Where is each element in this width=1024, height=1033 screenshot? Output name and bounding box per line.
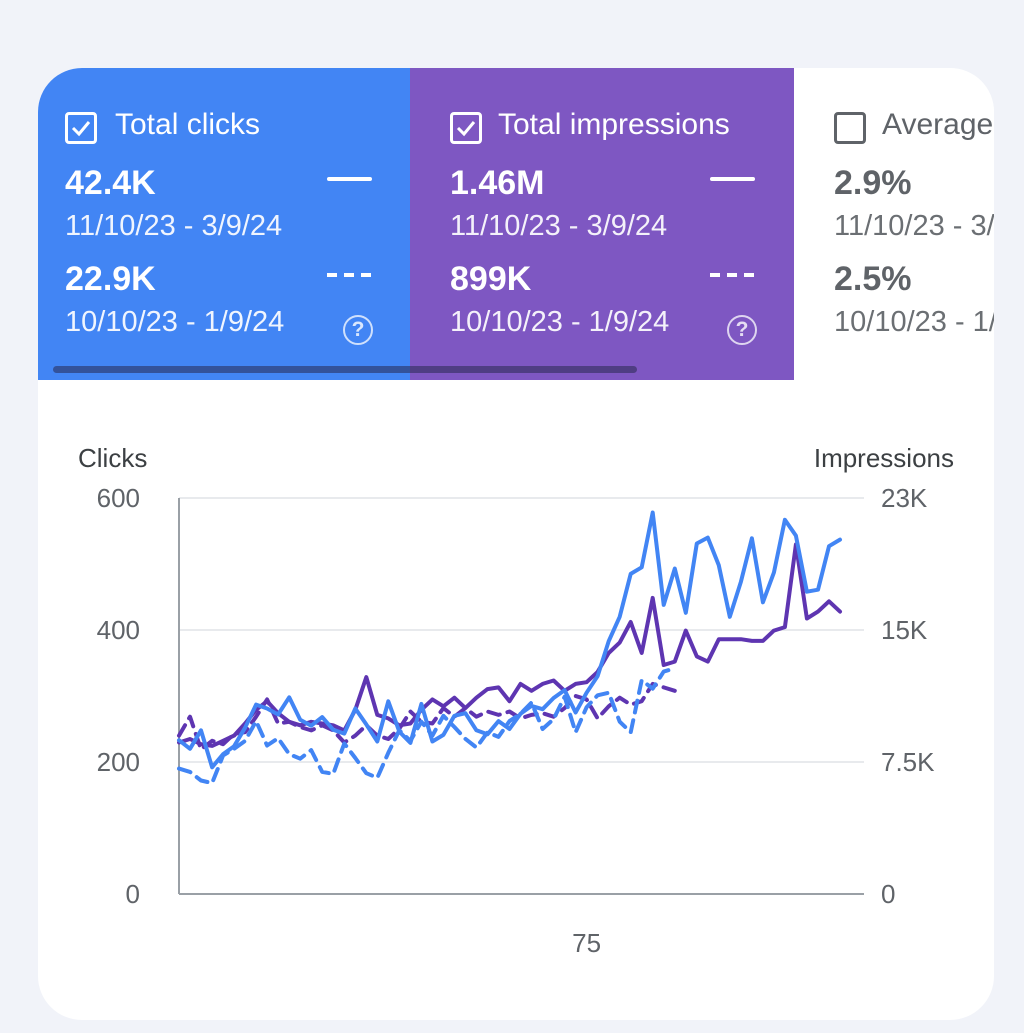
tile-total-clicks[interactable]: Total clicks 42.4K 11/10/23 - 3/9/24 22.… (38, 68, 410, 380)
current-value: 2.9% (834, 164, 912, 202)
current-date-range: 11/10/23 - 3/9/24 (450, 210, 668, 242)
y-left-tick-label: 0 (126, 879, 140, 909)
solid-line-legend-icon (710, 177, 755, 181)
tile-total-impressions[interactable]: Total impressions 1.46M 11/10/23 - 3/9/2… (410, 68, 794, 380)
y-left-axis-title: Clicks (78, 443, 147, 473)
y-right-axis-title: Impressions (814, 443, 954, 473)
tile-label: Total clicks (115, 108, 261, 141)
performance-line-chart: Clicks Impressions 600 400 200 0 23K 15K 7.5K… (78, 443, 954, 958)
y-right-tick-label: 0 (881, 879, 895, 909)
dashed-line-legend-icon (327, 273, 372, 277)
previous-date-range: 10/10/23 - 1/9/24 (65, 306, 285, 338)
tile-average[interactable]: Average 2.9% 11/10/23 - 3/9/24 2.5% 10/1… (794, 68, 994, 380)
y-right-tick-label: 15K (881, 615, 928, 645)
solid-line-legend-icon (327, 177, 372, 181)
checkbox-unchecked-icon[interactable] (834, 112, 866, 144)
y-left-tick-label: 400 (97, 615, 140, 645)
help-circle-icon[interactable]: ? (727, 315, 757, 345)
tile-label: Average (882, 108, 994, 141)
tile-label: Total impressions (498, 108, 730, 141)
previous-value: 2.5% (834, 260, 912, 298)
current-value: 1.46M (450, 164, 545, 202)
help-circle-icon[interactable]: ? (343, 315, 373, 345)
series-line-total-clicks-previous-period (177, 666, 677, 786)
previous-date-range: 10/10/23 - 1/9/24 (834, 306, 994, 338)
previous-value: 899K (450, 260, 532, 298)
previous-date-range: 10/10/23 - 1/9/24 (450, 306, 670, 338)
current-date-range: 11/10/23 - 3/9/24 (65, 210, 283, 242)
current-value: 42.4K (65, 164, 156, 202)
previous-value: 22.9K (65, 260, 156, 298)
y-right-tick-label: 23K (881, 483, 928, 513)
performance-card: Total clicks 42.4K 11/10/23 - 3/9/24 22.… (38, 68, 994, 1020)
x-tick-label: 75 (572, 928, 601, 958)
y-right-tick-label: 7.5K (881, 747, 935, 777)
y-left-tick-label: 600 (97, 483, 140, 513)
tiles-scrollbar[interactable] (53, 366, 637, 373)
current-date-range: 11/10/23 - 3/9/24 (834, 210, 994, 242)
checkbox-checked-icon[interactable] (65, 112, 97, 144)
y-left-tick-label: 200 (97, 747, 140, 777)
series-line-total-clicks (177, 510, 842, 770)
dashed-line-legend-icon (710, 273, 755, 277)
series-line-total-impressions (177, 542, 842, 748)
checkbox-checked-icon[interactable] (450, 112, 482, 144)
